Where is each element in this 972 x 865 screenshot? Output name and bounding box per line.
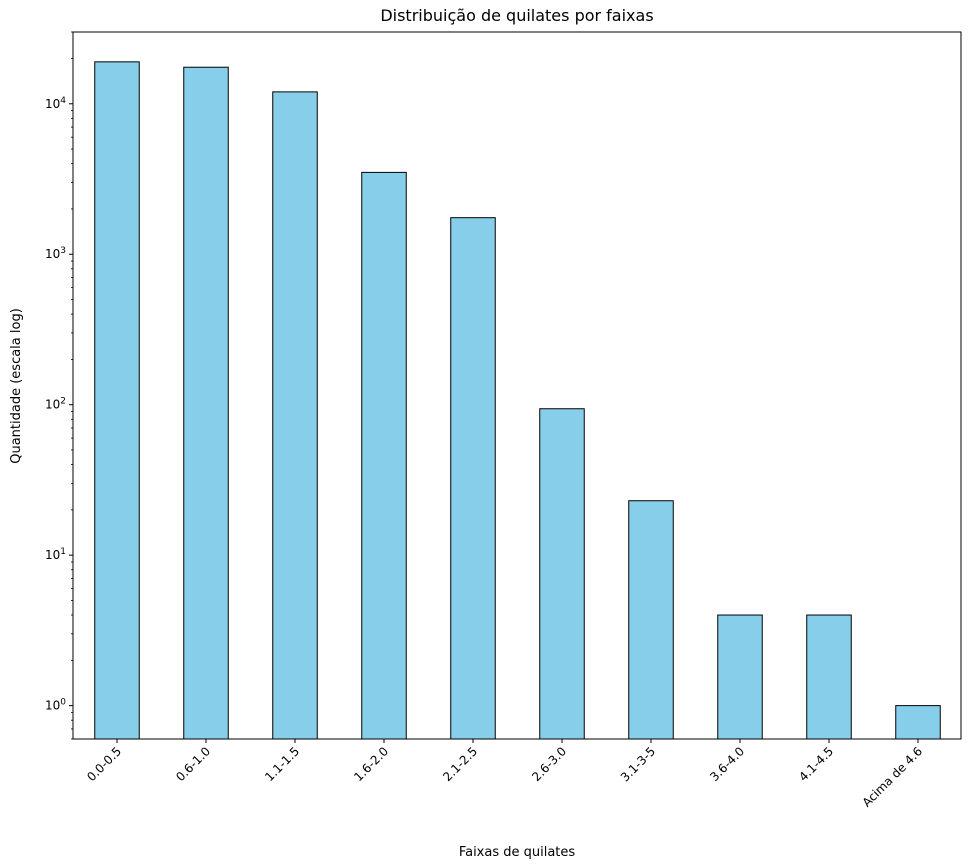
x-tick-label: 4.1-4.5 — [796, 744, 836, 784]
y-tick-label: 103 — [45, 246, 66, 261]
y-axis-label: Quantidade (escala log) — [9, 308, 24, 464]
x-axis-ticks: 0.0-0.5 0.6-1.0 1.1-1.5 1.6-2.0 2.1-2.5 2.6-3… — [84, 739, 925, 810]
bar-8 — [717, 614, 763, 740]
bar-10 — [895, 705, 941, 740]
bar-4 — [361, 171, 407, 740]
x-axis-label: Faixas de quilates — [459, 845, 576, 860]
y-axis-ticks: 100 101 102 103 104 — [45, 96, 73, 713]
x-tick-label: 2.1-2.5 — [440, 744, 480, 784]
bar-6 — [539, 408, 585, 740]
bar-9 — [806, 614, 852, 740]
x-tick-label: 1.6-2.0 — [351, 744, 391, 784]
bar-3 — [272, 91, 318, 740]
bar-5 — [450, 217, 496, 740]
y-tick-label: 101 — [45, 547, 66, 562]
bar-2 — [183, 66, 229, 740]
y-tick-label: 100 — [45, 698, 66, 713]
chart-title: Distribuição de quilates por faixas — [380, 6, 653, 25]
x-tick-label: 3.1-3-5 — [618, 744, 658, 784]
bars-group — [94, 61, 941, 740]
y-tick-label: 104 — [45, 96, 66, 111]
y-tick-label: 102 — [45, 397, 66, 412]
x-tick-label: 0.6-1.0 — [173, 744, 213, 784]
x-tick-label: 3.6-4.0 — [707, 744, 747, 784]
x-tick-label: Acima de 4.6 — [860, 744, 926, 810]
x-tick-label: 1.1-1.5 — [262, 744, 302, 784]
x-tick-label: 0.0-0.5 — [84, 744, 124, 784]
bar-1 — [94, 61, 140, 740]
bar-7 — [628, 500, 674, 740]
x-tick-label: 2.6-3.0 — [529, 744, 569, 784]
plot-area-frame — [72, 31, 962, 740]
